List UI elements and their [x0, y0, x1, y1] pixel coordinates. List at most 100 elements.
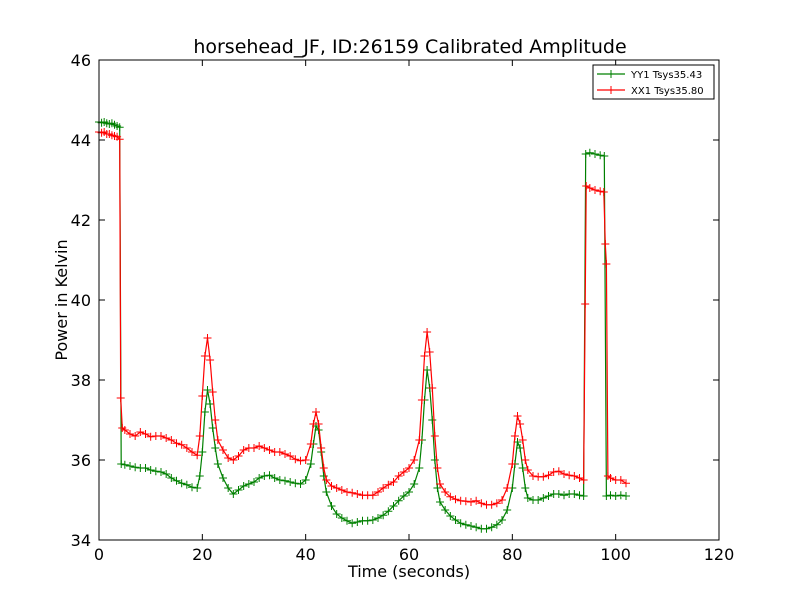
data-point-marker [508, 460, 517, 468]
data-point-marker [521, 484, 530, 492]
data-point-marker [581, 150, 590, 158]
data-point-marker [131, 432, 140, 440]
data-point-marker [301, 456, 310, 464]
data-point-marker [622, 479, 630, 488]
data-point-marker [389, 478, 398, 486]
data-point-marker [260, 472, 269, 480]
data-point-marker [296, 456, 305, 465]
data-point-marker [518, 464, 527, 472]
data-point-marker [622, 492, 630, 500]
data-point-marker [575, 491, 584, 500]
data-point-marker [286, 478, 295, 486]
data-point-marker [399, 492, 408, 500]
data-point-marker [198, 448, 207, 456]
data-point-marker [343, 488, 351, 496]
data-point-marker [503, 506, 512, 514]
data-point-marker [234, 486, 243, 494]
data-point-marker [234, 452, 243, 460]
data-point-marker [206, 356, 215, 364]
data-point-marker [570, 472, 579, 480]
data-point-marker [224, 484, 233, 492]
data-point-marker [415, 436, 424, 444]
data-point-marker [265, 446, 274, 454]
data-point-marker [430, 456, 439, 464]
data-point-marker [250, 478, 258, 486]
data-point-marker [477, 499, 486, 508]
data-point-marker [394, 496, 403, 505]
legend-entries: YY1 Tsys35.43 XX1 Tsys35.80 [597, 70, 704, 97]
data-point-marker [332, 510, 341, 518]
data-point-marker [208, 424, 217, 432]
data-point-marker [472, 523, 481, 532]
data-point-marker [229, 456, 238, 464]
data-point-marker [203, 334, 212, 342]
y-tick-label: 40 [71, 291, 91, 310]
data-point-marker [591, 150, 599, 158]
data-point-marker [281, 450, 289, 458]
x-tick-label: 100 [600, 545, 631, 564]
data-point-marker [368, 491, 377, 500]
data-point-marker [177, 440, 186, 449]
y-tick-label: 38 [71, 371, 91, 390]
plot-frame [98, 59, 720, 541]
data-point-marker [208, 388, 217, 396]
x-tick-label: 60 [399, 545, 419, 564]
data-point-marker [374, 514, 382, 522]
data-point-marker [172, 439, 181, 448]
data-point-marker [399, 468, 408, 476]
data-point-marker [456, 519, 465, 528]
data-point-marker [146, 432, 155, 441]
data-point-marker [229, 490, 238, 498]
data-point-marker [549, 468, 558, 476]
data-point-marker [270, 474, 279, 482]
y-tick-label: 36 [71, 451, 91, 470]
data-point-marker [306, 460, 315, 468]
data-point-marker [461, 520, 470, 529]
data-point-marker [601, 240, 610, 248]
data-point-marker [446, 492, 455, 501]
data-point-marker [451, 495, 460, 504]
data-point-marker [602, 492, 611, 500]
data-point-marker [521, 456, 530, 464]
plot-area: 0 20 40 60 80 100 120 34 36 38 40 42 44 46 [71, 51, 735, 564]
data-point-marker [374, 488, 382, 496]
data-point-marker [200, 352, 209, 360]
data-point-marker [389, 502, 398, 510]
data-point-marker [265, 471, 274, 480]
x-tick-label: 0 [94, 545, 104, 564]
data-point-marker [616, 491, 625, 500]
data-point-marker [322, 488, 331, 496]
data-point-marker [167, 436, 176, 444]
data-point-marker [162, 470, 171, 478]
data-point-marker [513, 412, 522, 420]
data-point-marker [523, 466, 532, 474]
legend: YY1 Tsys35.43 XX1 Tsys35.80 [592, 64, 715, 100]
data-point-marker [117, 460, 126, 468]
data-point-marker [126, 430, 134, 438]
data-point-marker [167, 474, 176, 482]
data-point-marker [301, 476, 310, 484]
data-point-marker [337, 486, 346, 494]
data-point-marker [428, 416, 437, 424]
data-point-marker [518, 436, 527, 444]
data-point-marker [322, 476, 331, 484]
series-line [98, 121, 627, 530]
data-point-marker [306, 440, 315, 448]
data-point-marker [417, 396, 426, 404]
data-point-marker [195, 432, 204, 440]
data-point-marker [436, 480, 444, 488]
data-point-marker [433, 464, 442, 472]
data-point-marker [482, 524, 491, 533]
data-point-marker [599, 188, 608, 196]
data-point-marker [203, 386, 212, 394]
data-point-marker [319, 464, 328, 472]
ticks-layer: 0 20 40 60 80 100 120 34 36 38 40 42 44 46 [71, 51, 735, 564]
x-tick-label: 20 [192, 545, 212, 564]
data-point-marker [332, 484, 341, 492]
data-point-marker [591, 186, 599, 194]
data-point-marker [120, 426, 129, 434]
data-point-marker [539, 494, 548, 502]
data-point-marker [353, 490, 362, 498]
data-point-marker [529, 472, 537, 480]
